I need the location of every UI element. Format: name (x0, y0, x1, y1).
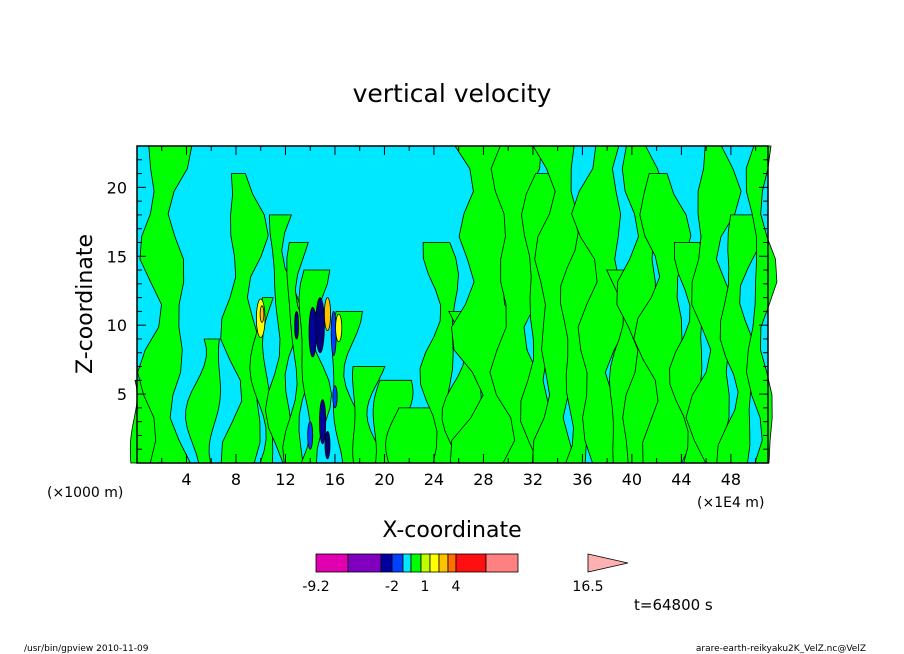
x-tick-label: 36 (572, 470, 592, 489)
x-tick-label: 20 (374, 470, 394, 489)
convective-cell (332, 385, 338, 409)
updraft-regions (129, 145, 778, 464)
colorbar-labels: -9.2 -2 1 4 16.5 (302, 579, 603, 595)
y-axis-label: Z-coordinate (73, 234, 98, 374)
colorbar-segment (420, 553, 431, 573)
y-axis: 5 10 15 20 (107, 159, 768, 450)
colorbar-label: 4 (452, 579, 461, 595)
footer-right: arare-earth-reikyaku2K_VelZ.nc@VelZ (696, 644, 866, 654)
y-tick-label: 15 (107, 247, 127, 266)
footer-left: /usr/bin/gpview 2010-11-09 (24, 644, 149, 654)
x-tick-label: 28 (473, 470, 493, 489)
y-tick-label: 10 (107, 316, 127, 335)
x-axis: 4 8 12 16 20 24 28 32 36 40 44 48 (161, 146, 757, 489)
x-axis-unit-left: (×1000 m) (47, 485, 123, 501)
colorbar-extend-arrow (587, 553, 629, 573)
convective-cell (308, 306, 317, 358)
x-tick-label: 40 (622, 470, 642, 489)
updraft-band (352, 366, 387, 464)
x-tick-label: 48 (721, 470, 741, 489)
updraft-band (745, 145, 778, 464)
x-tick-label: 4 (181, 470, 191, 489)
updraft-band (264, 214, 301, 464)
chart-title: vertical velocity (353, 79, 552, 108)
time-label: t=64800 s (634, 596, 713, 614)
colorbar-segment (438, 553, 449, 573)
colorbar-segment (315, 553, 349, 573)
y-tick-label: 20 (107, 178, 127, 197)
colorbar-segment (485, 553, 519, 573)
colorbar-label: 1 (421, 579, 430, 595)
x-tick-label: 24 (424, 470, 444, 489)
colorbar-label: 16.5 (572, 579, 603, 595)
x-tick-label: 16 (325, 470, 345, 489)
x-tick-label: 12 (275, 470, 295, 489)
x-tick-label: 44 (671, 470, 691, 489)
plot-area (129, 145, 778, 464)
updraft-band (185, 338, 221, 464)
convective-cell (324, 430, 331, 460)
y-tick-label: 5 (117, 385, 127, 404)
x-axis-unit-right: (×1E4 m) (697, 495, 764, 511)
updraft-band (282, 242, 314, 464)
colorbar-label: -9.2 (302, 579, 329, 595)
convective-cells (256, 297, 343, 460)
colorbar-segment (391, 553, 404, 573)
x-axis-label: X-coordinate (382, 518, 521, 543)
colorbar-segment (402, 553, 412, 573)
convective-cell (307, 421, 314, 450)
plot-frame (136, 145, 769, 464)
colorbar-label: -2 (385, 579, 399, 595)
colorbar-segment (447, 553, 457, 573)
colorbar (315, 553, 629, 573)
convective-cell (335, 313, 343, 343)
colorbar-segment (429, 553, 440, 573)
x-tick-label: 8 (231, 470, 241, 489)
x-tick-label: 32 (523, 470, 543, 489)
convective-cell (319, 399, 327, 445)
convective-cell (315, 297, 325, 354)
convective-cell (259, 305, 265, 323)
colorbar-segment (455, 553, 487, 573)
convective-cell (294, 311, 299, 340)
colorbar-segment (410, 553, 422, 573)
convective-cell (323, 297, 331, 332)
colorbar-segment (347, 553, 382, 573)
colorbar-segment (380, 553, 393, 573)
